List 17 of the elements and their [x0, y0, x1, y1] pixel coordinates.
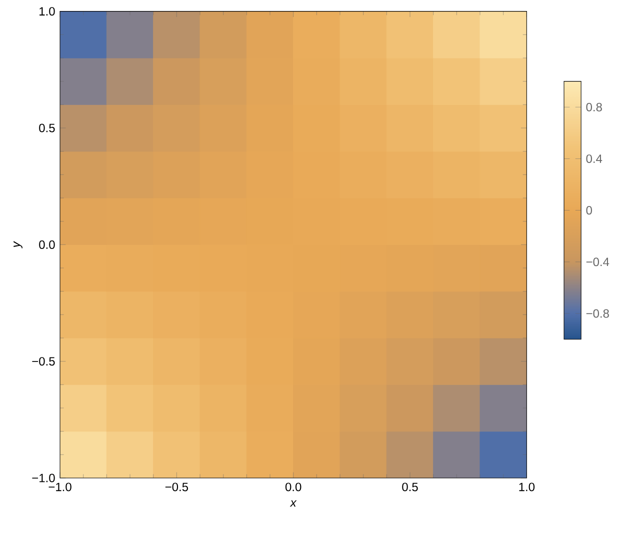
x-tick-label: −1.0 [48, 482, 72, 492]
x-tick-label: −0.5 [165, 482, 188, 492]
y-tick-label: −1.0 [32, 474, 55, 482]
color-bar-label: −0.4 [586, 258, 610, 266]
color-bar-label: 0.8 [586, 102, 602, 112]
y-tick-label: 0.0 [39, 240, 55, 249]
y-axis-title: y [14, 241, 22, 248]
y-tick-label: 1.0 [40, 7, 55, 16]
color-bar-label: 0.4 [586, 154, 602, 163]
x-tick-label: 1.0 [519, 482, 535, 492]
y-tick-label: −0.5 [32, 357, 55, 366]
color-bar-label: 0 [586, 206, 592, 215]
color-bar-label: −0.8 [586, 309, 609, 318]
x-axis-title: x [290, 500, 297, 507]
x-tick-label: 0.5 [402, 482, 418, 492]
y-tick-label: 0.5 [39, 124, 55, 132]
x-tick-label: 0.0 [285, 482, 302, 492]
